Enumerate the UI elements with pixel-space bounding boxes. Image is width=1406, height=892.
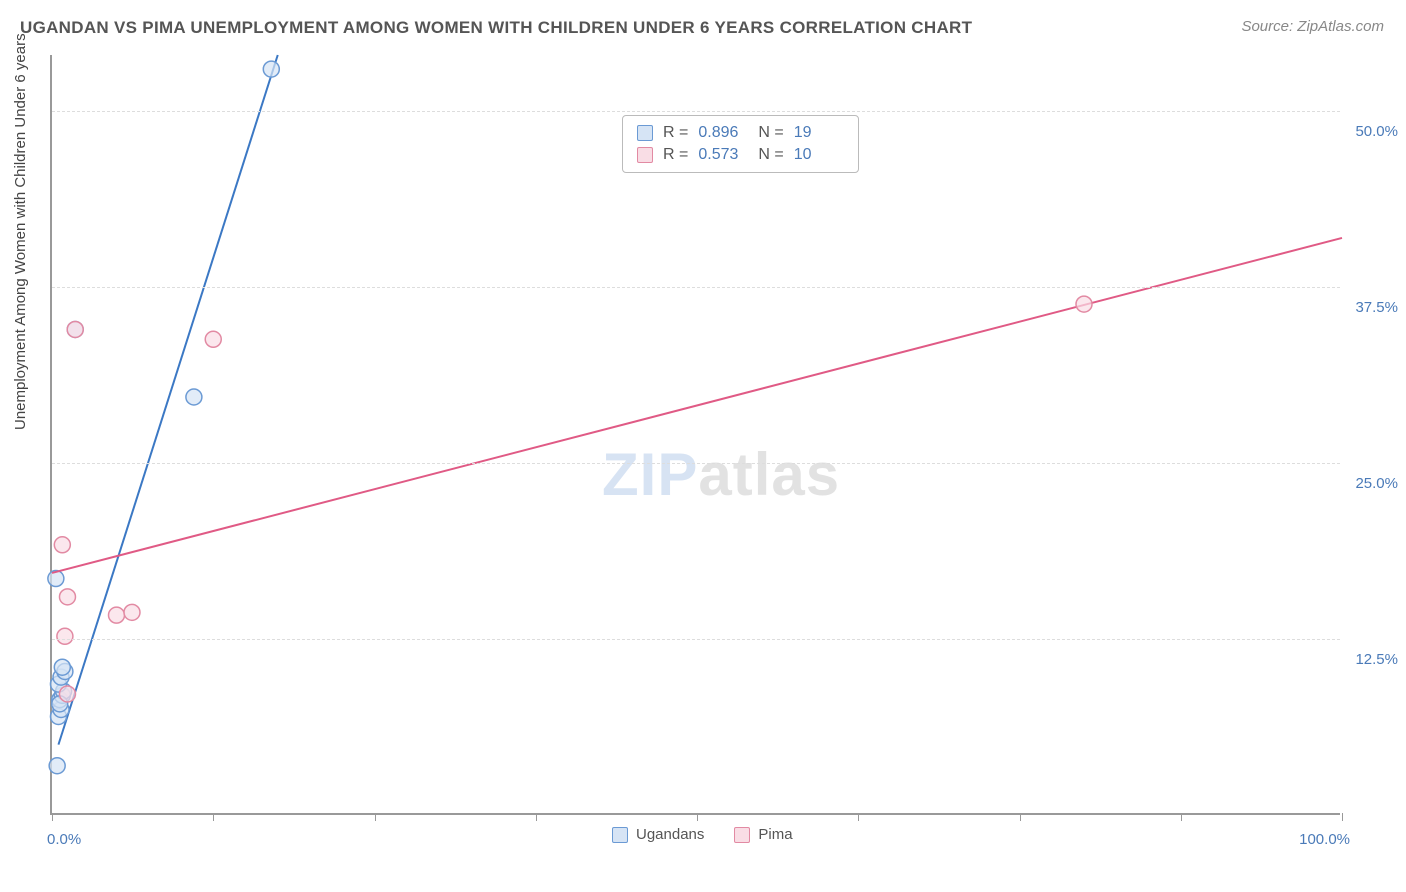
data-point [57, 628, 73, 644]
source-attribution: Source: ZipAtlas.com [1241, 18, 1384, 35]
data-point [186, 389, 202, 405]
chart-title: UGANDAN VS PIMA UNEMPLOYMENT AMONG WOMEN… [20, 18, 972, 38]
gridline [52, 111, 1340, 112]
legend-label: Ugandans [636, 826, 704, 843]
y-tick-label: 25.0% [1355, 475, 1398, 492]
trend-line [58, 55, 277, 745]
gridline [52, 287, 1340, 288]
legend-bottom: Ugandans Pima [612, 826, 793, 843]
data-point [263, 61, 279, 77]
legend-label: Pima [758, 826, 792, 843]
plot-area: ZIPatlas R =0.896N =19R =0.573N =10 Ugan… [50, 55, 1340, 815]
x-tick [213, 813, 214, 821]
swatch-icon [734, 827, 750, 843]
data-point [205, 331, 221, 347]
x-tick [1020, 813, 1021, 821]
x-tick [536, 813, 537, 821]
data-point [54, 659, 70, 675]
data-point [59, 686, 75, 702]
chart-svg [52, 55, 1342, 815]
y-tick-label: 37.5% [1355, 299, 1398, 316]
x-axis-max-label: 100.0% [1299, 831, 1350, 848]
x-tick [858, 813, 859, 821]
data-point [54, 537, 70, 553]
data-point [1076, 296, 1092, 312]
x-tick [1342, 813, 1343, 821]
x-tick [375, 813, 376, 821]
data-point [109, 607, 125, 623]
x-tick [52, 813, 53, 821]
legend-item: Pima [734, 826, 792, 843]
data-point [49, 758, 65, 774]
x-tick [697, 813, 698, 821]
x-tick [1181, 813, 1182, 821]
gridline [52, 639, 1340, 640]
y-tick-label: 12.5% [1355, 651, 1398, 668]
x-axis-min-label: 0.0% [47, 831, 81, 848]
swatch-icon [612, 827, 628, 843]
y-tick-label: 50.0% [1355, 123, 1398, 140]
y-axis-label: Unemployment Among Women with Children U… [12, 33, 29, 430]
data-point [124, 604, 140, 620]
gridline [52, 463, 1340, 464]
legend-item: Ugandans [612, 826, 704, 843]
data-point [59, 589, 75, 605]
data-point [48, 571, 64, 587]
data-point [67, 321, 83, 337]
